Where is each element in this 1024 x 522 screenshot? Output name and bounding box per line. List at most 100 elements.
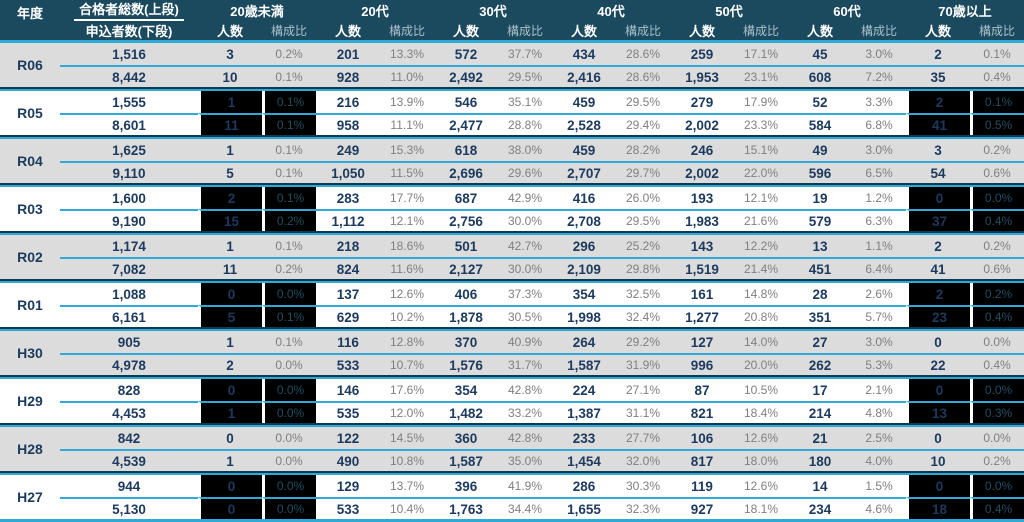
ratio-cell: 26.0% <box>625 191 661 205</box>
highlight-count-cell: 0 <box>198 283 262 305</box>
count-cell: 2,696 <box>434 161 498 183</box>
ratio-cell: 0.1% <box>262 65 316 87</box>
count-cell: 1,587 <box>434 449 498 471</box>
count-cell: 1 <box>226 334 234 350</box>
pass-total-header: 合格者総数(上段) <box>60 0 198 21</box>
ratio-cell: 34.4% <box>498 497 552 519</box>
apply-total-cell: 7,082 <box>60 257 198 279</box>
highlight-ratio-cell: 0.0% <box>262 401 316 423</box>
pass-total-cell: 842 <box>117 430 141 446</box>
count-cell: 927 <box>670 497 734 519</box>
count-cell: 2,002 <box>670 161 734 183</box>
year-label: H30 <box>17 345 43 361</box>
count-cell: 216 <box>336 94 360 110</box>
ratio-column-header: 構成比 <box>624 23 661 38</box>
ratio-cell: 2.6% <box>865 287 893 301</box>
ratio-cell: 0.1% <box>983 47 1011 61</box>
ratio-cell: 4.6% <box>852 497 906 519</box>
count-cell: 19 <box>812 190 828 206</box>
highlight-ratio-cell: 0.2% <box>262 209 316 231</box>
count-cell: 0 <box>934 334 942 350</box>
highlight-ratio-cell: 0.1% <box>262 91 316 113</box>
ratio-cell: 18.6% <box>389 239 425 253</box>
ratio-cell: 2.1% <box>865 383 893 397</box>
ratio-cell: 30.0% <box>498 209 552 231</box>
year-group-H28: H28 842 0 0.0% 122 14.5% 360 42.8% 233 27.7% 106 12… <box>0 427 1024 471</box>
count-cell: 1 <box>226 238 234 254</box>
count-cell: 0 <box>226 430 234 446</box>
ratio-cell: 0.2% <box>983 239 1011 253</box>
highlight-ratio-cell: 0.1% <box>262 305 316 327</box>
count-cell: 214 <box>788 401 852 423</box>
ratio-cell: 14.0% <box>743 335 779 349</box>
ratio-cell: 0.0% <box>262 449 316 471</box>
count-cell: 279 <box>690 94 714 110</box>
ratio-cell: 32.3% <box>616 497 670 519</box>
count-cell: 54 <box>906 161 970 183</box>
highlight-ratio-cell: 0.0% <box>262 475 316 497</box>
count-cell: 143 <box>690 238 714 254</box>
table-bottom-border <box>0 519 1024 522</box>
count-cell: 459 <box>572 94 596 110</box>
count-cell: 596 <box>788 161 852 183</box>
highlight-count-cell: 37 <box>906 209 970 231</box>
age-group-header: 20代 <box>361 3 389 19</box>
count-cell: 817 <box>670 449 734 471</box>
ratio-cell: 23.1% <box>734 65 788 87</box>
ratio-cell: 2.5% <box>865 431 893 445</box>
ratio-cell: 35.1% <box>507 95 543 109</box>
count-cell: 396 <box>454 478 478 494</box>
ratio-cell: 1.1% <box>865 239 893 253</box>
ratio-cell: 15.3% <box>389 143 425 157</box>
ratio-cell: 10.4% <box>380 497 434 519</box>
ratio-cell: 31.7% <box>498 353 552 375</box>
ratio-cell: 41.9% <box>507 479 543 493</box>
highlight-count-cell: 18 <box>906 497 970 519</box>
ratio-column-header: 構成比 <box>388 23 425 38</box>
count-cell: 1,983 <box>670 209 734 231</box>
count-cell: 1 <box>198 449 262 471</box>
ratio-cell: 28.6% <box>625 47 661 61</box>
count-cell: 1 <box>226 142 234 158</box>
count-cell: 1,655 <box>552 497 616 519</box>
count-cell: 1,763 <box>434 497 498 519</box>
ratio-cell: 11.0% <box>380 65 434 87</box>
ratio-cell: 14.8% <box>743 287 779 301</box>
ratio-cell: 35.0% <box>498 449 552 471</box>
ratio-cell: 3.0% <box>865 47 893 61</box>
ratio-cell: 12.0% <box>380 401 434 423</box>
count-cell: 958 <box>316 113 380 135</box>
apply-total-cell: 4,539 <box>60 449 198 471</box>
ratio-cell: 30.5% <box>498 305 552 327</box>
count-cell: 451 <box>788 257 852 279</box>
count-cell: 928 <box>316 65 380 87</box>
ratio-cell: 10.7% <box>380 353 434 375</box>
count-cell: 2 <box>198 353 262 375</box>
year-label: R01 <box>17 297 43 313</box>
ratio-cell: 29.6% <box>498 161 552 183</box>
count-cell: 127 <box>690 334 714 350</box>
ratio-cell: 42.9% <box>507 191 543 205</box>
ratio-cell: 0.1% <box>275 239 303 253</box>
highlight-ratio-cell: 0.0% <box>970 475 1024 497</box>
year-label: R04 <box>17 153 43 169</box>
highlight-count-cell: 23 <box>906 305 970 327</box>
ratio-cell: 12.6% <box>389 287 425 301</box>
ratio-cell: 0.0% <box>275 431 303 445</box>
count-cell: 996 <box>670 353 734 375</box>
year-label: R03 <box>17 201 43 217</box>
count-cell: 2,756 <box>434 209 498 231</box>
ratio-cell: 17.6% <box>389 383 425 397</box>
ratio-cell: 0.2% <box>970 449 1024 471</box>
ratio-cell: 12.6% <box>743 479 779 493</box>
count-cell: 2,492 <box>434 65 498 87</box>
apply-total-cell: 9,110 <box>60 161 198 183</box>
age-group-header: 40代 <box>597 3 625 19</box>
count-cell: 116 <box>337 334 359 350</box>
count-cell: 27 <box>812 334 828 350</box>
year-group-H30: H30 905 1 0.1% 116 12.8% 370 40.9% 264 29.2% 127 14… <box>0 331 1024 375</box>
group-divider <box>0 231 1024 235</box>
ratio-column-header: 構成比 <box>506 23 543 38</box>
count-cell: 17 <box>812 382 828 398</box>
count-cell: 1,998 <box>552 305 616 327</box>
